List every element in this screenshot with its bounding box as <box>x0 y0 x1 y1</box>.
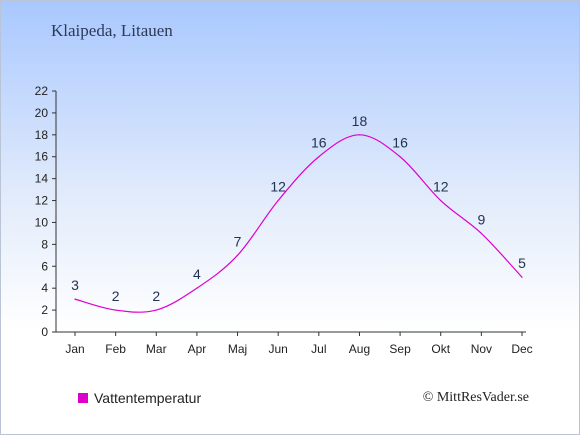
y-tick-label: 18 <box>35 128 49 142</box>
data-label: 16 <box>392 135 408 151</box>
data-point <box>115 309 117 311</box>
data-label: 2 <box>152 288 160 304</box>
data-label: 2 <box>112 288 120 304</box>
series-layer <box>74 134 523 313</box>
data-point <box>155 309 157 311</box>
data-point <box>440 199 442 202</box>
data-label: 7 <box>234 233 242 249</box>
x-tick-label: Maj <box>228 342 247 356</box>
x-tick-label: Jan <box>65 342 84 356</box>
data-point <box>277 199 279 202</box>
x-tick-label: Mar <box>146 342 167 356</box>
data-point <box>318 156 320 158</box>
x-tick-label: Feb <box>105 342 126 356</box>
y-tick-label: 2 <box>41 303 48 317</box>
data-label: 3 <box>71 277 79 293</box>
data-point <box>236 254 239 256</box>
x-tick-label: Nov <box>471 342 492 356</box>
x-tick-label: Dec <box>511 342 532 356</box>
data-label: 5 <box>518 255 526 271</box>
x-axis: Jan Feb Mar Apr Maj Jun Jul Aug Sep Okt Nov Dec <box>56 331 533 356</box>
data-point <box>480 232 482 235</box>
legend-swatch <box>78 393 88 403</box>
x-tick-label: Apr <box>188 342 207 356</box>
data-label: 4 <box>193 266 201 282</box>
data-label: 12 <box>433 179 449 195</box>
data-labels: 3 2 2 4 7 12 16 18 16 12 9 5 <box>71 113 526 304</box>
y-tick-label: 12 <box>35 194 49 208</box>
series-line <box>74 134 523 313</box>
y-tick-label: 16 <box>35 150 49 164</box>
legend: Vattentemperatur <box>78 390 201 406</box>
y-tick-label: 10 <box>35 215 49 229</box>
data-label: 9 <box>477 211 485 227</box>
x-tick-label: Jun <box>269 342 288 356</box>
data-point <box>521 276 523 278</box>
data-label: 16 <box>311 135 327 151</box>
y-tick-label: 4 <box>41 281 48 295</box>
x-tick-label: Okt <box>431 342 450 356</box>
x-tick-label: Aug <box>349 342 370 356</box>
y-tick-label: 14 <box>35 172 49 186</box>
y-tick-label: 6 <box>41 259 48 273</box>
data-point <box>196 287 198 289</box>
data-point <box>399 156 401 158</box>
location-title: Klaipeda, Litauen <box>51 21 173 40</box>
y-tick-label: 0 <box>41 325 48 339</box>
data-point <box>74 298 76 300</box>
credit-text: © MittResVader.se <box>422 390 529 405</box>
y-tick-label: 20 <box>35 106 49 120</box>
x-tick-label: Jul <box>311 342 326 356</box>
data-label: 12 <box>270 179 286 195</box>
data-point <box>358 134 361 136</box>
y-tick-label: 8 <box>41 237 48 251</box>
data-label: 18 <box>352 113 368 129</box>
x-tick-label: Sep <box>389 342 411 356</box>
y-tick-label: 22 <box>35 84 49 98</box>
legend-label: Vattentemperatur <box>94 390 202 406</box>
y-axis: 0 2 4 6 8 10 12 14 16 18 20 22 <box>35 84 57 339</box>
